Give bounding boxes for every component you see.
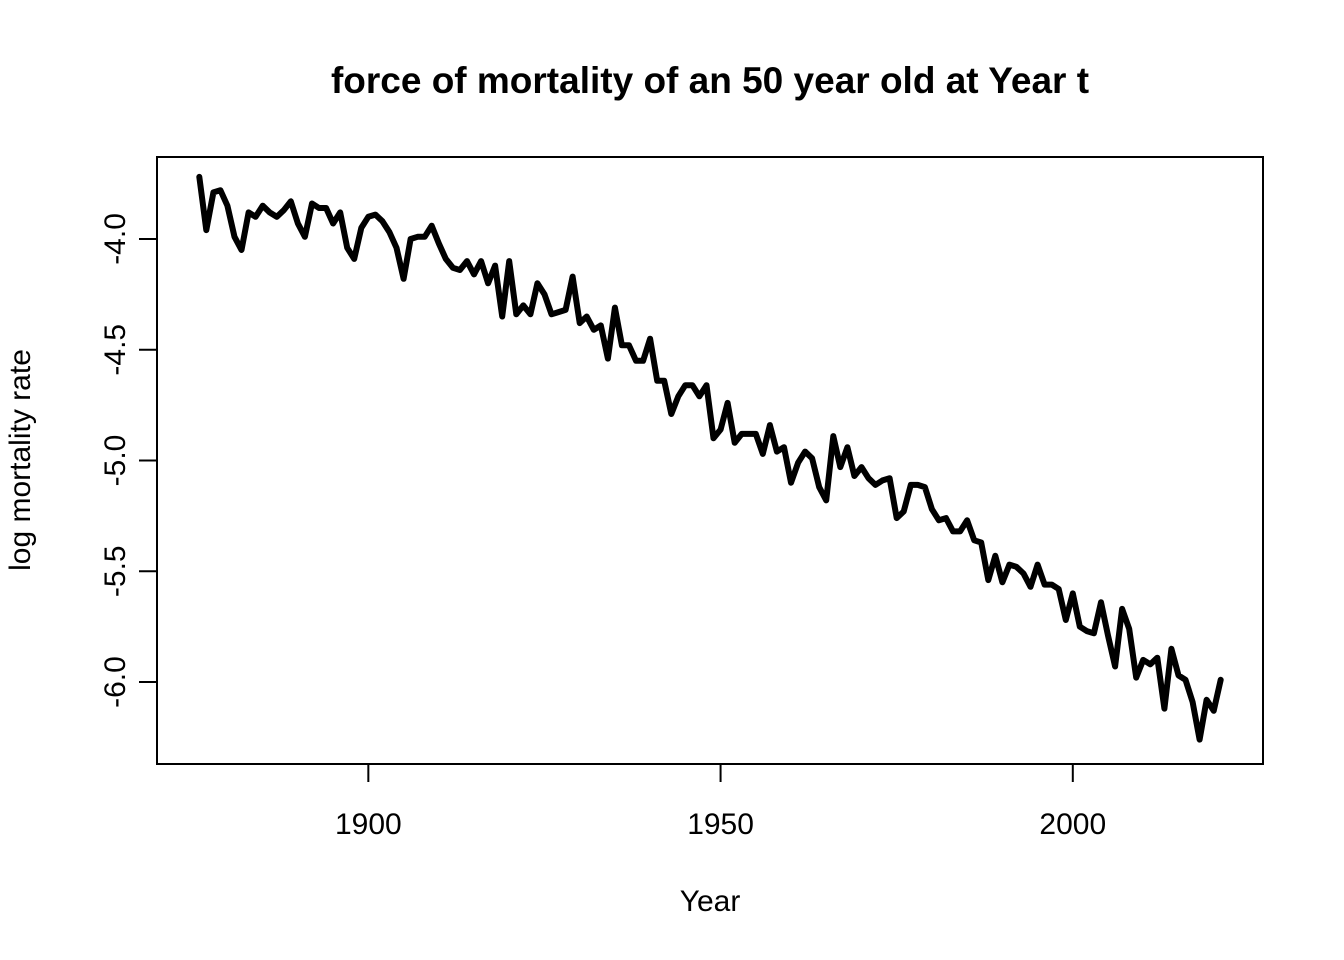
y-tick-label: -5.0 (99, 435, 132, 487)
y-tick-label: -4.5 (99, 324, 132, 376)
x-tick-label: 1950 (687, 808, 754, 841)
y-tick-label: -5.5 (99, 545, 132, 597)
x-tick-label: 2000 (1039, 808, 1106, 841)
plot-frame (156, 156, 1264, 765)
x-axis-label: Year (680, 885, 741, 918)
y-tick-label: -6.0 (99, 656, 132, 708)
y-tick-label: -4.0 (99, 213, 132, 265)
y-axis: -4.0 -4.5 -5.0 -5.5 -6.0 (99, 213, 157, 708)
x-tick-label: 1900 (335, 808, 402, 841)
series-line (196, 173, 1224, 743)
y-axis-label: log mortality rate (4, 349, 37, 571)
x-axis: 1900 1950 2000 (335, 764, 1106, 841)
chart-title: force of mortality of an 50 year old at … (331, 60, 1089, 101)
